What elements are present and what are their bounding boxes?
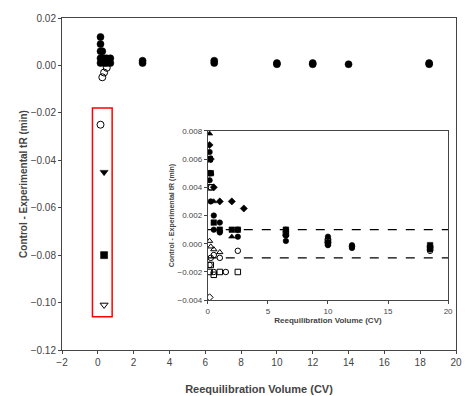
svg-text:0.006: 0.006 [182, 155, 203, 164]
svg-text:10: 10 [323, 307, 332, 316]
svg-text:0: 0 [206, 307, 211, 316]
svg-text:Control - Experimental tR (min: Control - Experimental tR (min) [168, 164, 176, 267]
svg-text:0.002: 0.002 [182, 211, 203, 220]
svg-text:0.008: 0.008 [182, 127, 203, 136]
svg-text:15: 15 [384, 307, 393, 316]
svg-text:16: 16 [379, 357, 391, 368]
svg-text:4: 4 [167, 357, 173, 368]
svg-text:−0.12: −0.12 [31, 345, 57, 356]
svg-text:Reequilibration Volume (CV): Reequilibration Volume (CV) [185, 383, 333, 395]
svg-text:0.00: 0.00 [37, 60, 57, 71]
svg-text:−2: −2 [56, 357, 68, 368]
svg-text:−0.08: −0.08 [31, 250, 57, 261]
svg-text:0.004: 0.004 [182, 183, 203, 192]
svg-text:8: 8 [238, 357, 244, 368]
svg-text:−0.004: −0.004 [177, 296, 202, 305]
svg-text:−0.002: −0.002 [177, 268, 202, 277]
svg-text:Reequilibration Volume (CV): Reequilibration Volume (CV) [274, 316, 382, 325]
svg-text:12: 12 [307, 357, 319, 368]
svg-text:0.02: 0.02 [37, 13, 57, 24]
svg-text:20: 20 [444, 307, 453, 316]
svg-text:18: 18 [415, 357, 427, 368]
svg-text:10: 10 [271, 357, 283, 368]
svg-text:20: 20 [450, 357, 462, 368]
svg-text:−0.04: −0.04 [31, 155, 57, 166]
svg-text:14: 14 [343, 357, 355, 368]
svg-text:0: 0 [95, 357, 101, 368]
svg-text:Control - Experimental tR (min: Control - Experimental tR (min) [18, 110, 29, 258]
svg-text:−0.06: −0.06 [31, 202, 57, 213]
svg-text:−0.10: −0.10 [31, 297, 57, 308]
svg-text:0.000: 0.000 [182, 240, 203, 249]
svg-text:2: 2 [131, 357, 137, 368]
svg-text:5: 5 [266, 307, 271, 316]
svg-text:6: 6 [202, 357, 208, 368]
svg-text:−0.02: −0.02 [31, 107, 57, 118]
